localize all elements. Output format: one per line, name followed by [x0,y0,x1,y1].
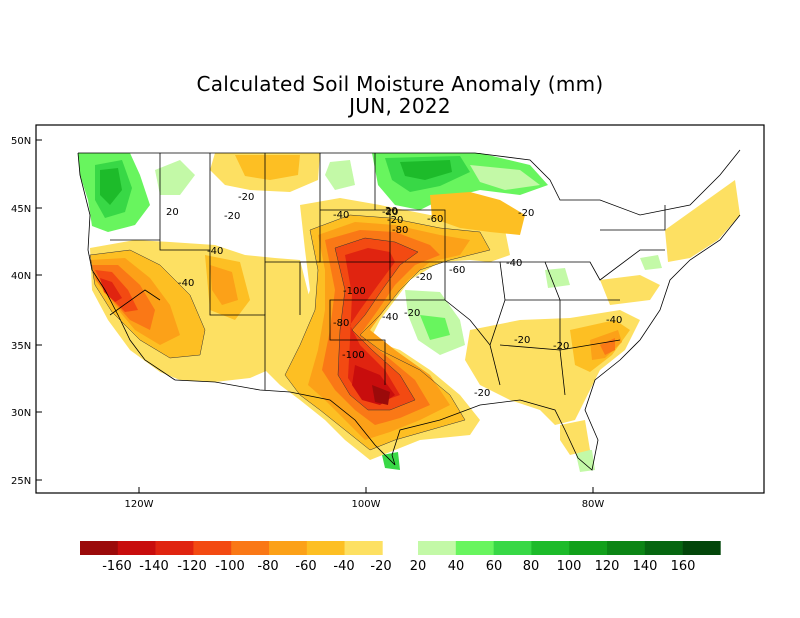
contour-label: -80 [392,225,408,236]
legend-swatch-negative [306,541,345,555]
map-frame [35,124,765,494]
lat-tick-label: 30N [11,408,31,419]
lon-tick-label: 80W [582,499,605,510]
legend-swatch-positive [569,541,608,555]
soil-moisture-map: 50N 45N 40N 35N 30N 25N 120W 100W 80W 20… [11,124,765,510]
legend-swatch-negative [117,541,156,555]
contour-label: -40 [506,258,522,269]
contour-label: -40 [178,278,194,289]
legend-label: -20 [370,559,391,574]
lat-tick-label: 35N [11,341,31,352]
contour-label: -20 [387,215,403,226]
legend-label: 20 [410,559,427,574]
lon-tick-label: 120W [125,499,154,510]
legend-label: 60 [486,559,503,574]
legend-swatch-positive [455,541,494,555]
legend-swatch-negative [344,541,383,555]
legend-swatch-positive [682,541,721,555]
legend-swatch-negative [193,541,232,555]
latitude-axis: 50N 45N 40N 35N 30N 25N [11,136,42,487]
lat-tick-label: 25N [11,476,31,487]
legend-swatch-positive [418,541,457,555]
anomaly-shading [78,153,740,472]
contour-label: -40 [207,246,223,257]
legend-label: 80 [523,559,540,574]
legend-label: 40 [448,559,465,574]
contour-label: -60 [427,214,443,225]
legend-swatch-positive [644,541,683,555]
legend-labels: -160 -140 -120 -100 -80 -60 -40 -20 20 4… [102,559,695,574]
legend-swatch-negative [80,541,119,555]
contour-labels: 20 -20 -20 -40 -20 -80 -60 -20 20 -20 -4… [166,192,622,399]
legend-label: -120 [177,559,207,574]
contour-label: -20 [514,335,530,346]
legend-swatch-positive [607,541,646,555]
contour-label: -80 [333,318,349,329]
lat-tick-label: 45N [11,204,31,215]
lon-tick-label: 100W [352,499,381,510]
legend-label: -60 [295,559,316,574]
legend-swatch-positive [493,541,532,555]
contour-label: -20 [238,192,254,203]
contour-label: -20 [416,272,432,283]
legend-label: -140 [139,559,169,574]
contour-label: -100 [342,350,365,361]
contour-label: -20 [224,211,240,222]
legend-positive-swatches [418,541,721,555]
contour-label: 20 [166,207,179,218]
legend-label: 140 [633,559,658,574]
legend-swatch-negative [231,541,270,555]
legend-swatch-positive [531,541,570,555]
contour-label: -20 [404,308,420,319]
boundaries [77,149,741,471]
contour-label: -60 [449,265,465,276]
contour-label: -20 [553,341,569,352]
legend-negative-swatches [80,541,383,555]
contour-lines [89,214,491,451]
legend-swatch-negative [269,541,308,555]
contour-label: -100 [343,286,366,297]
lat-tick-label: 40N [11,271,31,282]
longitude-axis: 120W 100W 80W [125,487,605,510]
contour-label: 20 [385,206,398,217]
contour-label: -40 [606,315,622,326]
legend-label: -160 [102,559,132,574]
legend-label: 120 [595,559,620,574]
legend-swatch-negative [155,541,194,555]
legend-label: -100 [215,559,245,574]
legend-label: 100 [557,559,582,574]
contour-label: -20 [474,388,490,399]
map-title: Calculated Soil Moisture Anomaly (mm) [196,72,604,96]
contour-label: -20 [518,208,534,219]
legend-label: -40 [333,559,354,574]
contour-label: -20 [382,207,398,218]
contour-label: -40 [382,312,398,323]
legend-label: -80 [257,559,278,574]
contour-label: -40 [333,210,349,221]
lat-tick-label: 50N [11,136,31,147]
map-subtitle: JUN, 2022 [349,94,451,118]
legend-label: 160 [671,559,696,574]
